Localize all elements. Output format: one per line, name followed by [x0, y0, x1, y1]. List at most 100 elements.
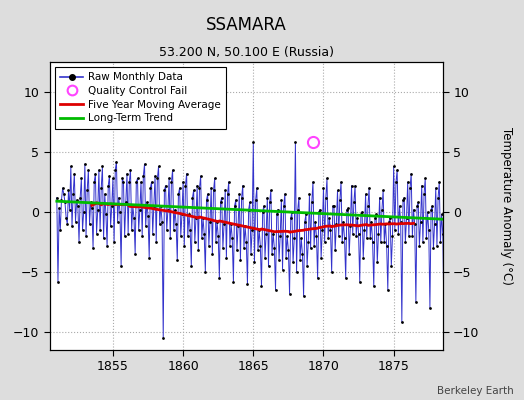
- Point: [329, 203, 337, 209]
- Point: [408, 233, 417, 239]
- Point: [429, 245, 438, 251]
- Point: [236, 257, 245, 263]
- Point: [156, 221, 164, 227]
- Point: [232, 197, 240, 203]
- Point: [84, 167, 93, 173]
- Point: [307, 245, 315, 251]
- Point: [132, 179, 140, 185]
- Point: [328, 269, 336, 275]
- Point: [167, 179, 176, 185]
- Point: [55, 205, 63, 212]
- Point: [318, 227, 326, 233]
- Point: [103, 242, 111, 249]
- Point: [412, 299, 420, 305]
- Point: [78, 227, 86, 233]
- Legend: Raw Monthly Data, Quality Control Fail, Five Year Moving Average, Long-Term Tren: Raw Monthly Data, Quality Control Fail, …: [55, 67, 226, 128]
- Point: [386, 215, 395, 221]
- Point: [207, 185, 215, 191]
- Point: [243, 281, 252, 287]
- Point: [384, 287, 392, 293]
- Point: [312, 233, 321, 239]
- Point: [125, 179, 134, 185]
- Point: [88, 205, 96, 212]
- Point: [126, 167, 135, 173]
- Point: [153, 175, 161, 182]
- Point: [146, 185, 155, 191]
- Point: [77, 175, 85, 182]
- Point: [151, 173, 159, 179]
- Point: [317, 254, 325, 261]
- Point: [182, 170, 191, 177]
- Point: [369, 283, 378, 290]
- Point: [148, 230, 157, 237]
- Point: [389, 163, 398, 170]
- Point: [118, 175, 126, 182]
- Point: [271, 287, 280, 293]
- Point: [216, 199, 225, 206]
- Point: [157, 203, 165, 209]
- Point: [410, 221, 419, 227]
- Point: [325, 215, 333, 221]
- Point: [363, 235, 371, 242]
- Point: [388, 233, 397, 239]
- Point: [223, 191, 232, 197]
- Point: [418, 182, 426, 189]
- Point: [212, 239, 220, 245]
- Point: [405, 233, 413, 239]
- Point: [380, 239, 388, 245]
- Point: [200, 230, 209, 237]
- Point: [383, 242, 391, 249]
- Point: [244, 206, 253, 213]
- Point: [112, 158, 121, 165]
- Point: [82, 233, 90, 239]
- Point: [131, 251, 139, 257]
- Point: [226, 242, 234, 249]
- Point: [272, 211, 281, 218]
- Point: [304, 239, 312, 245]
- Point: [290, 235, 299, 242]
- Point: [90, 179, 99, 185]
- Point: [95, 167, 103, 173]
- Point: [357, 211, 365, 218]
- Point: [133, 175, 141, 182]
- Point: [254, 247, 262, 254]
- Point: [281, 191, 289, 197]
- Point: [60, 191, 68, 197]
- Point: [152, 239, 160, 245]
- Point: [235, 191, 244, 197]
- Point: [346, 223, 355, 230]
- Point: [185, 211, 193, 218]
- Point: [85, 221, 94, 227]
- Point: [293, 206, 302, 213]
- Point: [187, 263, 195, 269]
- Point: [278, 266, 287, 273]
- Point: [308, 199, 316, 206]
- Point: [198, 235, 206, 242]
- Point: [191, 239, 199, 245]
- Point: [147, 179, 156, 185]
- Point: [68, 223, 76, 230]
- Point: [294, 194, 303, 201]
- Point: [351, 182, 359, 189]
- Point: [420, 191, 428, 197]
- Point: [267, 187, 275, 194]
- Point: [319, 185, 328, 191]
- Point: [414, 199, 422, 206]
- Point: [163, 206, 172, 213]
- Point: [201, 269, 210, 275]
- Point: [195, 185, 204, 191]
- Point: [390, 227, 399, 233]
- Point: [127, 227, 136, 233]
- Point: [194, 247, 202, 254]
- Point: [96, 227, 104, 233]
- Point: [101, 191, 109, 197]
- Point: [75, 239, 83, 245]
- Point: [143, 199, 151, 206]
- Point: [248, 227, 256, 233]
- Point: [135, 227, 143, 233]
- Point: [122, 199, 130, 206]
- Point: [56, 227, 64, 233]
- Point: [211, 175, 219, 182]
- Point: [94, 206, 102, 213]
- Point: [252, 197, 260, 203]
